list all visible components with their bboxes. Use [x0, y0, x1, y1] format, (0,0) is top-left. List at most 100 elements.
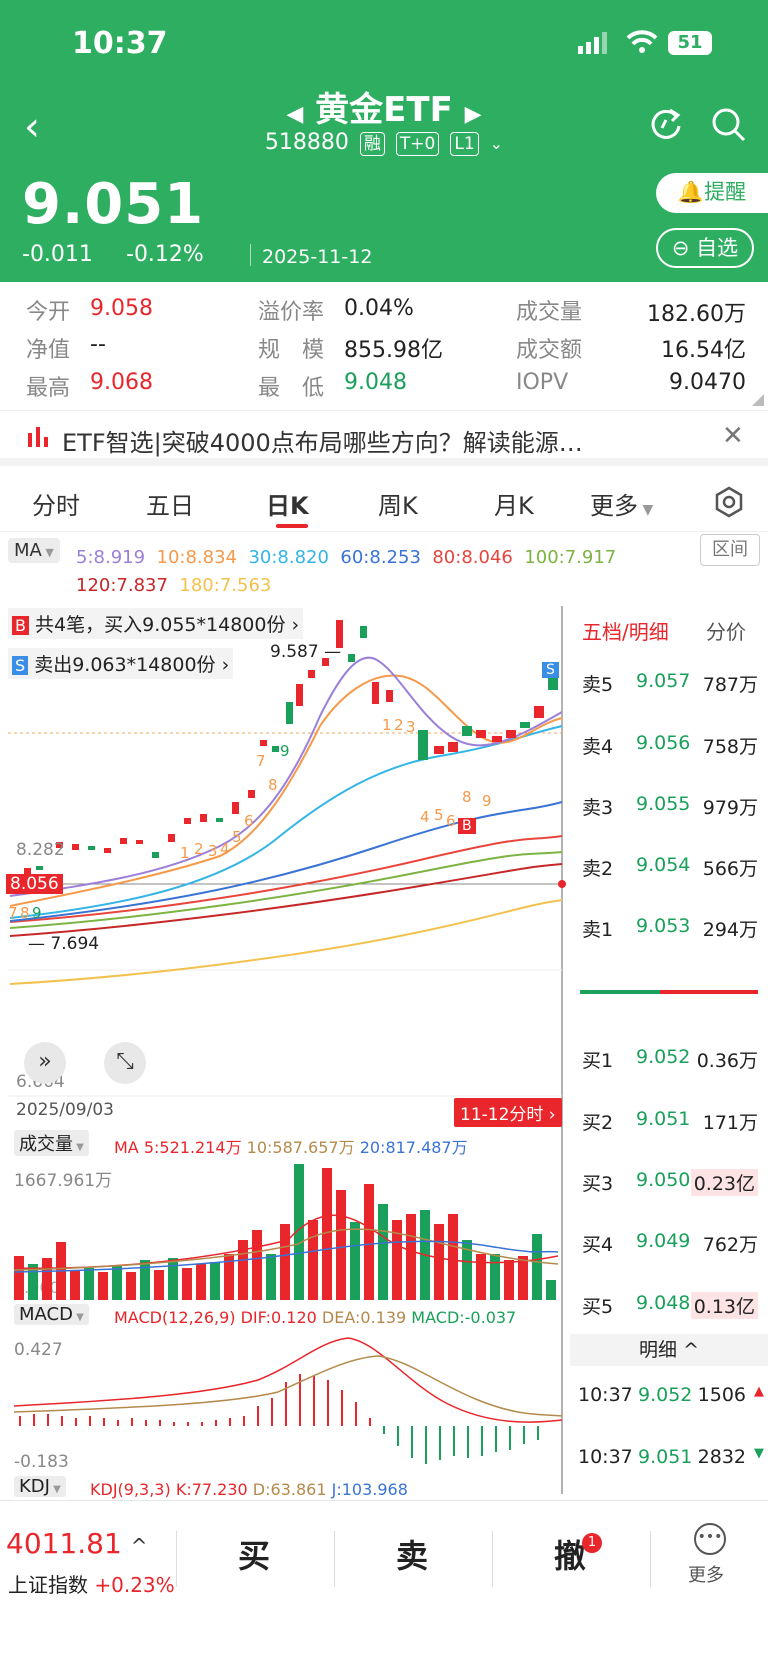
svg-text:9: 9 — [482, 792, 492, 810]
chevron-up-icon: ^ — [130, 1534, 148, 1558]
volume-selector[interactable]: 成交量 ▼ — [14, 1130, 89, 1156]
index-label-row: 上证指数 +0.23% — [8, 1573, 175, 1597]
tab-price-dist[interactable]: 分价 — [706, 620, 746, 644]
expand-corner-icon[interactable] — [752, 394, 764, 406]
svg-text:8: 8 — [462, 788, 472, 806]
svg-text:3: 3 — [406, 718, 416, 736]
premium-value: 0.04% — [344, 296, 414, 321]
ask-row: 卖4 9.056 758万 — [582, 732, 758, 758]
price-change-pct: -0.12% — [126, 242, 204, 267]
tab-more[interactable]: 更多 ▼ — [590, 492, 654, 520]
svg-text:3: 3 — [208, 842, 218, 860]
tab-intraday[interactable]: 分时 — [32, 492, 80, 520]
buy-button[interactable]: 买 — [238, 1537, 271, 1575]
bid-ask-ratio-red — [660, 990, 758, 994]
settings-icon[interactable] — [714, 486, 744, 518]
level-tag: L1 — [450, 132, 479, 156]
back-icon[interactable]: ‹ — [24, 104, 40, 150]
close-icon[interactable]: ✕ — [722, 421, 744, 451]
open-label: 今开 — [26, 300, 71, 325]
tab-monthly-k[interactable]: 月K — [494, 492, 534, 520]
tab-weekly-k[interactable]: 周K — [378, 492, 418, 520]
tab-daily-k[interactable]: 日K — [266, 492, 309, 520]
amount-value: 16.54亿 — [661, 338, 746, 363]
sell-badge-icon: S — [12, 656, 29, 675]
fullscreen-icon[interactable]: ⤡ — [104, 1042, 146, 1084]
add-watchlist-button[interactable]: ⊖ 自选 — [656, 228, 754, 268]
svg-text:5: 5 — [232, 828, 242, 846]
next-arrow-icon[interactable]: ▶ — [464, 102, 482, 127]
iopv-label: IOPV — [516, 370, 569, 395]
alert-button[interactable]: 🔔提醒 — [656, 173, 768, 213]
ma5-value: 5:8.919 — [76, 547, 146, 568]
ma-selector[interactable]: MA ▼ — [8, 538, 60, 563]
candles — [24, 620, 558, 874]
volume-label: 成交量 — [516, 300, 583, 325]
prev-arrow-icon[interactable]: ◀ — [286, 102, 304, 127]
more-label[interactable]: 更多 — [688, 1565, 724, 1586]
index-widget[interactable]: 4011.81 ^ — [6, 1527, 148, 1560]
kdj-d: D:63.861 — [252, 1480, 327, 1499]
stock-code: 518880 — [264, 130, 349, 155]
divider — [650, 1531, 651, 1587]
page-title[interactable]: ◀ 黄金ETF ▶ — [0, 82, 768, 131]
svg-text:4: 4 — [420, 808, 430, 826]
news-banner[interactable]: ETF智选|突破4000点布局哪些方向？解读能源… ✕ — [0, 410, 768, 466]
macd-dif: DIF:0.120 — [240, 1308, 317, 1327]
detail-header[interactable]: 明细 ^ — [570, 1334, 768, 1366]
trade-note-sell[interactable]: S 卖出9.063*14800份 › — [8, 648, 234, 679]
sell-marker: S — [542, 662, 559, 678]
svg-text:6: 6 — [244, 812, 254, 830]
volume-bars — [14, 1164, 556, 1300]
search-icon[interactable] — [710, 106, 748, 144]
tab-5day[interactable]: 五日 — [146, 492, 194, 520]
tab-level5[interactable]: 五档/明细 — [582, 620, 669, 644]
premium-label: 溢价率 — [258, 300, 325, 325]
macd-top: 0.427 — [14, 1340, 63, 1360]
range-button[interactable]: 区间 — [700, 534, 760, 566]
minus-icon: ⊖ — [671, 236, 690, 260]
ask-row: 卖1 9.053 294万 — [582, 915, 758, 941]
caret-down-icon: ▼ — [72, 1312, 84, 1323]
cancel-order-button[interactable]: 撤 — [554, 1537, 587, 1575]
fast-forward-icon[interactable]: » — [24, 1042, 66, 1084]
refresh-icon[interactable] — [648, 106, 684, 142]
minute-chart-link[interactable]: 11-12分时 › — [454, 1098, 562, 1127]
dif-line — [13, 1337, 563, 1423]
wifi-icon — [626, 30, 658, 53]
ma60-value: 60:8.253 — [340, 547, 421, 568]
svg-text:9: 9 — [280, 742, 290, 760]
ma120-value: 120:7.837 — [76, 575, 168, 596]
chevron-down-icon[interactable]: ⌄ — [489, 134, 504, 153]
low-value: 9.048 — [344, 370, 407, 395]
macd-legend: MACD(12,26,9) DIF:0.120 DEA:0.139 MACD:-… — [114, 1308, 516, 1327]
open-value: 9.058 — [90, 296, 153, 321]
sell-button[interactable]: 卖 — [396, 1537, 429, 1575]
trade-note-buy[interactable]: B 共4笔，买入9.055*14800份 › — [8, 608, 304, 639]
svg-text:9: 9 — [32, 904, 42, 922]
more-icon[interactable]: ••• — [694, 1523, 726, 1555]
low-label: 最 低 — [258, 376, 325, 401]
x-axis-start-date: 2025/09/03 — [16, 1100, 114, 1120]
high-label: 最高 — [26, 376, 71, 401]
ma80-line — [9, 835, 563, 923]
news-text: ETF智选|突破4000点布局哪些方向？解读能源… — [62, 429, 583, 457]
battery-icon: 51 — [668, 31, 712, 55]
nav-value: -- — [90, 332, 106, 357]
macd-selector[interactable]: MACD ▼ — [14, 1304, 89, 1325]
ask-row: 卖3 9.055 979万 — [582, 793, 758, 819]
svg-text:4: 4 — [220, 840, 230, 858]
stock-name: 黄金ETF — [315, 90, 453, 130]
kdj-selector[interactable]: KDJ ▼ — [14, 1476, 66, 1497]
ma30-value: 30:8.820 — [248, 547, 329, 568]
ask-row: 卖5 9.057 787万 — [582, 670, 758, 696]
app-header: 10:37 51 ‹ ◀ 黄金ETF ▶ 518880 融 T+0 L1 ⌄ 9… — [0, 0, 768, 282]
caret-down-icon: ▼ — [638, 502, 654, 518]
ma100-value: 100:7.917 — [524, 547, 617, 568]
bar-chart-icon — [28, 427, 48, 447]
high-value: 9.068 — [90, 370, 153, 395]
bid-ask-ratio-green — [580, 990, 660, 994]
nav-label: 净值 — [26, 338, 71, 363]
